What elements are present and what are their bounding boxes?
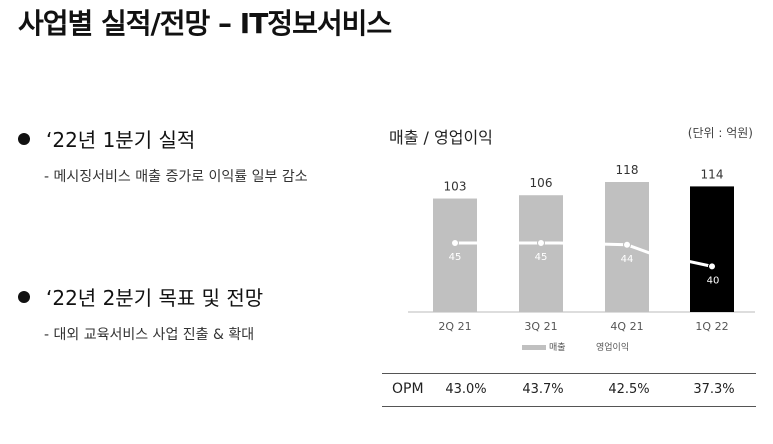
- bar-1q22: [690, 186, 734, 312]
- section-q2-heading-text: ‘22년 2분기 목표 및 전망: [46, 286, 264, 310]
- profit-value-label: 40: [707, 275, 720, 286]
- bullet-icon: [18, 133, 30, 145]
- bar-3q21: [519, 195, 563, 312]
- section-q2-heading: ‘22년 2분기 목표 및 전망: [18, 282, 263, 311]
- section-q1-heading: ‘22년 1분기 실적: [18, 124, 195, 153]
- x-tick-label: 1Q 22: [695, 320, 728, 333]
- legend-profit-label: 영업이익: [596, 341, 629, 353]
- profit-point: [451, 239, 459, 247]
- opm-value-4q21: 42.5%: [608, 382, 650, 397]
- opm-table: OPM 43.0% 43.7% 42.5% 37.3%: [382, 373, 756, 407]
- profit-value-label: 45: [449, 252, 462, 263]
- section-q2-detail: - 대외 교육서비스 사업 진출 & 확대: [44, 327, 255, 343]
- bar-value-label: 118: [616, 163, 639, 177]
- opm-value-1q22: 37.3%: [693, 382, 735, 397]
- bar-value-label: 103: [444, 180, 467, 194]
- section-q1-detail: - 메시징서비스 매출 증가로 이익률 일부 감소: [44, 169, 308, 185]
- page-title: 사업별 실적/전망 – IT정보서비스: [18, 7, 392, 40]
- section-q1-heading-text: ‘22년 1분기 실적: [46, 128, 196, 152]
- revenue-profit-chart: 103 2Q 21 106 3Q 21 118 4Q 21 114 1Q 22 45 45 44 40…: [408, 163, 755, 353]
- opm-value-2q21: 43.0%: [445, 382, 487, 397]
- opm-value-3q21: 43.7%: [522, 382, 564, 397]
- x-tick-label: 3Q 21: [524, 320, 557, 333]
- legend-revenue-swatch: [522, 345, 546, 350]
- profit-point: [537, 239, 545, 247]
- bar-value-label: 114: [701, 167, 724, 181]
- bar-value-label: 106: [530, 176, 553, 190]
- opm-label: OPM: [392, 381, 424, 397]
- legend-revenue-label: 매출: [549, 342, 566, 353]
- unit-label: (단위 : 억원): [687, 126, 753, 140]
- profit-point: [623, 240, 631, 249]
- bullet-icon: [18, 291, 30, 303]
- profit-value-label: 45: [535, 252, 548, 263]
- bar-2q21: [433, 198, 477, 312]
- x-tick-label: 2Q 21: [438, 320, 471, 333]
- profit-value-label: 44: [621, 254, 634, 265]
- profit-point: [708, 262, 716, 271]
- x-tick-label: 4Q 21: [610, 320, 643, 333]
- chart-title: 매출 / 영업이익: [389, 128, 493, 147]
- profit-line: [455, 241, 713, 268]
